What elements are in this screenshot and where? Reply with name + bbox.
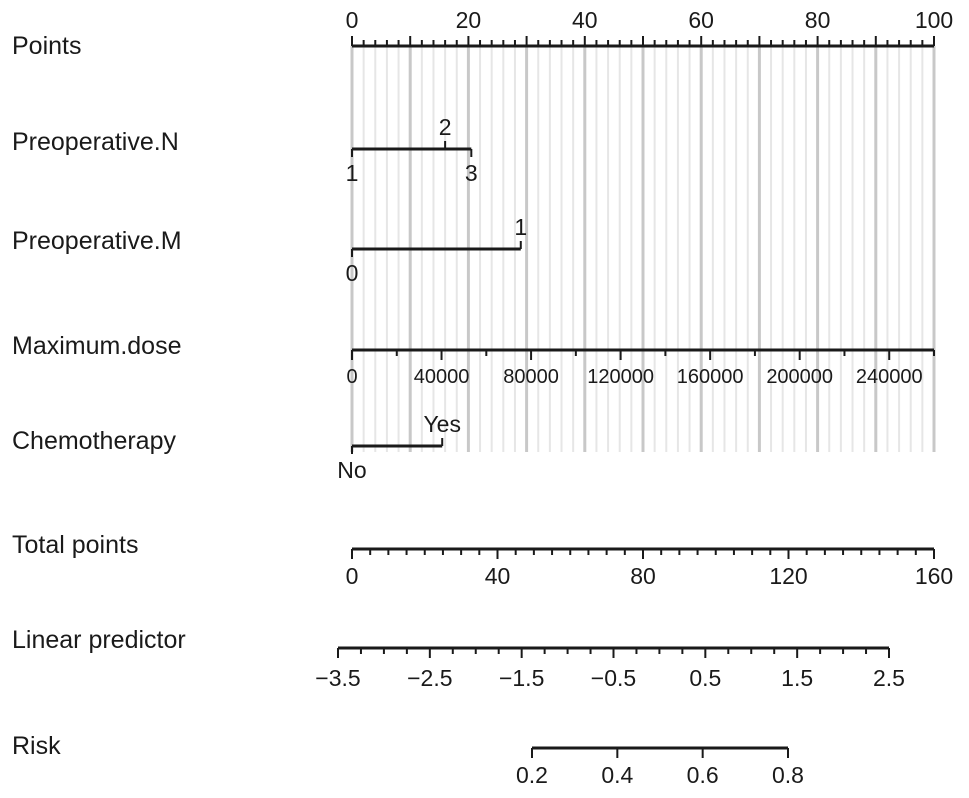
row-label-maximum-dose: Maximum.dose — [12, 332, 182, 360]
points-tick-label: 80 — [805, 7, 831, 33]
total_points-tick-label: 0 — [346, 563, 359, 589]
risk-tick-label: 0.8 — [772, 762, 804, 788]
risk-tick-label: 0.2 — [516, 762, 548, 788]
chemo-level-label: Yes — [423, 411, 461, 437]
total_points-tick-label: 160 — [915, 563, 953, 589]
linear_predictor-tick-label: 2.5 — [873, 665, 905, 691]
points-tick-label: 20 — [456, 7, 482, 33]
total_points-tick-label: 80 — [630, 563, 656, 589]
row-label-total-points: Total points — [12, 531, 138, 559]
max_dose-tick-label: 160000 — [677, 366, 744, 388]
linear_predictor-tick-label: 0.5 — [689, 665, 721, 691]
risk-tick-label: 0.6 — [687, 762, 719, 788]
points-tick-label: 60 — [688, 7, 714, 33]
linear_predictor-tick-label: −1.5 — [499, 665, 544, 691]
risk-tick-label: 0.4 — [601, 762, 633, 788]
row-label-chemotherapy: Chemotherapy — [12, 427, 176, 455]
total_points-tick-label: 120 — [769, 563, 807, 589]
linear_predictor-tick-label: 1.5 — [781, 665, 813, 691]
row-label-risk: Risk — [12, 732, 61, 760]
max_dose-tick-label: 80000 — [503, 366, 559, 388]
points-tick-label: 40 — [572, 7, 598, 33]
preop_m-level-label: 1 — [514, 214, 527, 240]
linear_predictor-tick-label: −3.5 — [315, 665, 360, 691]
row-label-points: Points — [12, 32, 81, 60]
preop_n-level-label: 2 — [439, 114, 452, 140]
linear_predictor-tick-label: −2.5 — [407, 665, 452, 691]
axis-marks: 0 20 40 60 80 100 1 23 0 1 0 40000 80000 120000 160000… — [315, 7, 953, 788]
max_dose-tick-label: 200000 — [766, 366, 833, 388]
points-tick-label: 0 — [346, 7, 359, 33]
row-label-preoperative-n: Preoperative.N — [12, 128, 179, 156]
max_dose-tick-label: 40000 — [414, 366, 470, 388]
points-tick-label: 100 — [915, 7, 953, 33]
max_dose-tick-label: 120000 — [587, 366, 654, 388]
row-label-preoperative-m: Preoperative.M — [12, 227, 182, 255]
max_dose-tick-label: 240000 — [856, 366, 923, 388]
preop_m-level-label: 0 — [346, 260, 359, 286]
max_dose-tick-label: 0 — [346, 366, 357, 388]
row-label-linear-predictor: Linear predictor — [12, 626, 186, 654]
linear_predictor-tick-label: −0.5 — [591, 665, 636, 691]
preop_n-level-label: 1 — [346, 160, 359, 186]
chemo-level-label: No — [337, 457, 366, 483]
total_points-tick-label: 40 — [485, 563, 511, 589]
preop_n-level-label: 3 — [465, 160, 478, 186]
